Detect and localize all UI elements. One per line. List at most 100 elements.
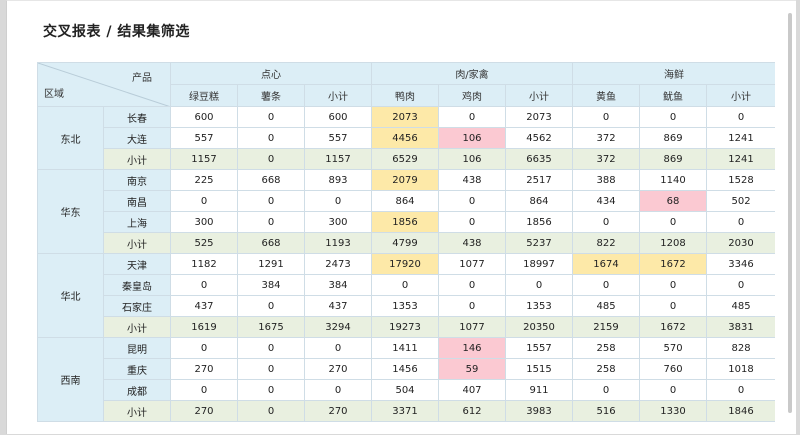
value-cell[interactable]: 0 bbox=[706, 211, 775, 233]
city-cell[interactable]: 重庆 bbox=[103, 358, 171, 380]
group-header[interactable]: 点心 bbox=[170, 62, 372, 85]
value-cell[interactable]: 17920 bbox=[371, 253, 439, 275]
value-cell[interactable]: 1856 bbox=[371, 211, 439, 233]
column-header[interactable]: 鸭肉 bbox=[371, 84, 439, 107]
value-cell[interactable]: 1528 bbox=[706, 169, 775, 191]
value-cell[interactable]: 437 bbox=[170, 295, 238, 317]
value-cell[interactable]: 0 bbox=[438, 274, 506, 296]
value-cell[interactable]: 1353 bbox=[371, 295, 439, 317]
value-cell[interactable]: 600 bbox=[304, 106, 372, 128]
value-cell[interactable]: 1672 bbox=[639, 316, 708, 338]
value-cell[interactable]: 1140 bbox=[639, 169, 708, 191]
value-cell[interactable]: 485 bbox=[706, 295, 775, 317]
value-cell[interactable]: 0 bbox=[237, 400, 305, 422]
value-cell[interactable]: 4562 bbox=[504, 127, 574, 149]
value-cell[interactable]: 2517 bbox=[504, 169, 574, 191]
value-cell[interactable]: 1157 bbox=[304, 148, 372, 170]
value-cell[interactable]: 570 bbox=[639, 337, 708, 359]
value-cell[interactable]: 0 bbox=[706, 274, 775, 296]
value-cell[interactable]: 1856 bbox=[504, 211, 574, 233]
column-header[interactable]: 绿豆糕 bbox=[170, 84, 238, 107]
value-cell[interactable]: 485 bbox=[572, 295, 641, 317]
value-cell[interactable]: 18997 bbox=[504, 253, 574, 275]
value-cell[interactable]: 0 bbox=[304, 337, 372, 359]
value-cell[interactable]: 3294 bbox=[304, 316, 372, 338]
value-cell[interactable]: 668 bbox=[237, 169, 305, 191]
value-cell[interactable]: 1157 bbox=[170, 148, 238, 170]
value-cell[interactable]: 0 bbox=[706, 106, 775, 128]
value-cell[interactable]: 504 bbox=[371, 379, 439, 401]
region-cell[interactable]: 东北 bbox=[37, 106, 104, 170]
group-header[interactable]: 海鲜 bbox=[572, 62, 775, 85]
value-cell[interactable]: 760 bbox=[639, 358, 708, 380]
value-cell[interactable]: 0 bbox=[170, 274, 238, 296]
value-cell[interactable]: 59 bbox=[438, 358, 506, 380]
value-cell[interactable]: 893 bbox=[304, 169, 372, 191]
city-cell[interactable]: 南昌 bbox=[103, 190, 171, 212]
value-cell[interactable]: 225 bbox=[170, 169, 238, 191]
value-cell[interactable]: 258 bbox=[572, 337, 641, 359]
value-cell[interactable]: 0 bbox=[304, 379, 372, 401]
column-header[interactable]: 薯条 bbox=[237, 84, 305, 107]
value-cell[interactable]: 1411 bbox=[371, 337, 439, 359]
value-cell[interactable]: 6635 bbox=[504, 148, 574, 170]
value-cell[interactable]: 0 bbox=[304, 190, 372, 212]
value-cell[interactable]: 1674 bbox=[572, 253, 641, 275]
value-cell[interactable]: 384 bbox=[237, 274, 305, 296]
value-cell[interactable]: 0 bbox=[170, 337, 238, 359]
value-cell[interactable]: 0 bbox=[572, 274, 641, 296]
value-cell[interactable]: 1846 bbox=[706, 400, 775, 422]
value-cell[interactable]: 1208 bbox=[639, 232, 708, 254]
value-cell[interactable]: 0 bbox=[639, 211, 708, 233]
value-cell[interactable]: 0 bbox=[639, 379, 708, 401]
subtotal-label[interactable]: 小计 bbox=[103, 316, 171, 338]
value-cell[interactable]: 1018 bbox=[706, 358, 775, 380]
value-cell[interactable]: 2073 bbox=[504, 106, 574, 128]
value-cell[interactable]: 1241 bbox=[706, 127, 775, 149]
group-header[interactable]: 肉/家禽 bbox=[370, 62, 574, 85]
column-header[interactable]: 小计 bbox=[504, 84, 574, 107]
value-cell[interactable]: 911 bbox=[504, 379, 574, 401]
value-cell[interactable]: 270 bbox=[170, 400, 238, 422]
value-cell[interactable]: 3346 bbox=[706, 253, 775, 275]
region-cell[interactable]: 华北 bbox=[37, 253, 104, 338]
city-cell[interactable]: 石家庄 bbox=[103, 295, 171, 317]
city-cell[interactable]: 秦皇岛 bbox=[103, 274, 171, 296]
value-cell[interactable]: 4456 bbox=[371, 127, 439, 149]
column-header[interactable]: 小计 bbox=[706, 84, 775, 107]
value-cell[interactable]: 20350 bbox=[504, 316, 574, 338]
value-cell[interactable]: 0 bbox=[170, 190, 238, 212]
value-cell[interactable]: 600 bbox=[170, 106, 238, 128]
value-cell[interactable]: 106 bbox=[438, 148, 506, 170]
value-cell[interactable]: 0 bbox=[237, 127, 305, 149]
value-cell[interactable]: 0 bbox=[504, 274, 574, 296]
value-cell[interactable]: 146 bbox=[438, 337, 506, 359]
value-cell[interactable]: 300 bbox=[304, 211, 372, 233]
subtotal-label[interactable]: 小计 bbox=[103, 232, 171, 254]
city-cell[interactable]: 大连 bbox=[103, 127, 171, 149]
value-cell[interactable]: 438 bbox=[438, 232, 506, 254]
value-cell[interactable]: 0 bbox=[237, 337, 305, 359]
value-cell[interactable]: 1515 bbox=[504, 358, 574, 380]
value-cell[interactable]: 1619 bbox=[170, 316, 238, 338]
city-cell[interactable]: 昆明 bbox=[103, 337, 171, 359]
value-cell[interactable]: 2079 bbox=[371, 169, 439, 191]
value-cell[interactable]: 1182 bbox=[170, 253, 238, 275]
column-header[interactable]: 鱿鱼 bbox=[639, 84, 708, 107]
value-cell[interactable]: 516 bbox=[572, 400, 641, 422]
subtotal-label[interactable]: 小计 bbox=[103, 148, 171, 170]
city-cell[interactable]: 南京 bbox=[103, 169, 171, 191]
value-cell[interactable]: 0 bbox=[639, 274, 708, 296]
value-cell[interactable]: 270 bbox=[304, 400, 372, 422]
value-cell[interactable]: 372 bbox=[572, 127, 641, 149]
value-cell[interactable]: 869 bbox=[639, 148, 708, 170]
value-cell[interactable]: 6529 bbox=[371, 148, 439, 170]
value-cell[interactable]: 0 bbox=[438, 190, 506, 212]
value-cell[interactable]: 300 bbox=[170, 211, 238, 233]
value-cell[interactable]: 2159 bbox=[572, 316, 641, 338]
value-cell[interactable]: 557 bbox=[170, 127, 238, 149]
city-cell[interactable]: 上海 bbox=[103, 211, 171, 233]
value-cell[interactable]: 0 bbox=[572, 379, 641, 401]
value-cell[interactable]: 1330 bbox=[639, 400, 708, 422]
value-cell[interactable]: 2073 bbox=[371, 106, 439, 128]
